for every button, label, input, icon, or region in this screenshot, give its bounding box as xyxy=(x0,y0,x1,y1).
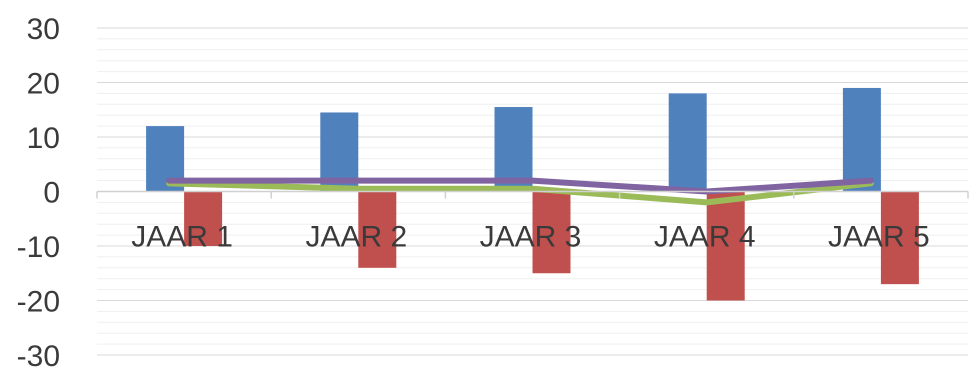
x-tick-label: JAAR 4 xyxy=(654,221,756,254)
bar-2-4 xyxy=(706,191,745,301)
x-tick-label: JAAR 2 xyxy=(305,221,407,254)
y-tick-label: -30 xyxy=(17,340,60,369)
bar-1-5 xyxy=(842,87,881,192)
x-tick-label: JAAR 3 xyxy=(480,221,582,254)
y-tick-label: -10 xyxy=(17,231,60,264)
line-series xyxy=(166,177,874,206)
x-axis: JAAR 1 JAAR 2 JAAR 3 JAAR 4 JAAR 5 xyxy=(96,190,969,254)
y-tick-label: -20 xyxy=(17,286,60,319)
bar-2-5 xyxy=(880,191,919,285)
bar-1-3 xyxy=(494,107,533,192)
bar-2-3 xyxy=(532,191,571,274)
x-tick-label: JAAR 1 xyxy=(131,221,233,254)
bar-1-4 xyxy=(668,93,707,192)
x-tick-label: JAAR 5 xyxy=(828,221,930,254)
bar-2-1 xyxy=(184,191,223,246)
y-tick-label: 0 xyxy=(43,177,60,210)
bar-2-2 xyxy=(358,191,397,268)
y-tick-label: 30 xyxy=(27,13,60,46)
line-series-2 xyxy=(166,177,874,195)
bar-series xyxy=(146,87,919,301)
y-tick-label: 10 xyxy=(27,122,60,155)
y-tick-label: 20 xyxy=(27,68,60,101)
y-axis: 30 20 10 0 -10 -20 -30 xyxy=(17,13,60,369)
line-series-1 xyxy=(166,180,874,206)
